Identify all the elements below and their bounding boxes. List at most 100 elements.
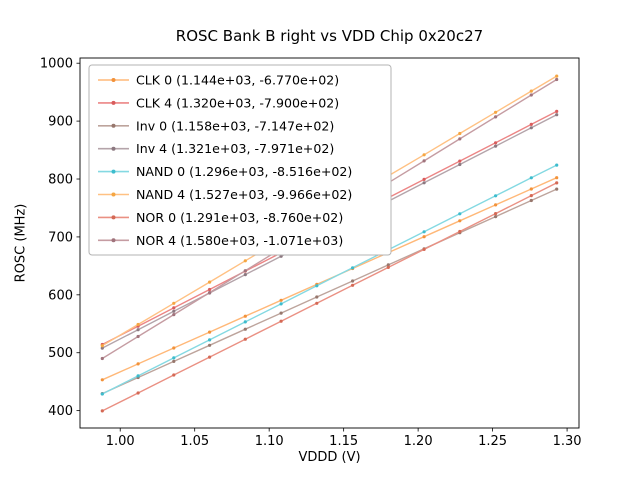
data-point xyxy=(494,110,498,114)
legend-entry-label: NAND 4 (1.527e+03, -9.966e+02) xyxy=(136,187,352,202)
legend-marker-sample xyxy=(111,123,116,128)
data-point xyxy=(172,356,176,360)
legend-entry: NAND 4 (1.527e+03, -9.966e+02) xyxy=(98,187,352,202)
data-point xyxy=(529,187,533,191)
legend-marker-sample xyxy=(111,146,116,151)
data-point xyxy=(279,302,283,306)
legend-entry: NOR 0 (1.291e+03, -8.760e+02) xyxy=(98,210,343,225)
data-point xyxy=(315,301,319,305)
data-point xyxy=(555,187,559,191)
data-point xyxy=(494,144,498,148)
data-point xyxy=(208,338,212,342)
y-tick-label: 500 xyxy=(48,346,73,361)
data-point xyxy=(458,131,462,136)
y-tick-label: 400 xyxy=(48,404,73,419)
x-tick-label: 1.15 xyxy=(329,434,358,449)
data-point xyxy=(351,283,355,287)
legend-marker-sample xyxy=(111,169,116,174)
data-point xyxy=(172,309,176,313)
data-point xyxy=(422,159,426,163)
y-tick-label: 900 xyxy=(48,115,73,130)
data-point xyxy=(243,314,247,318)
data-point xyxy=(386,263,390,267)
data-point xyxy=(100,346,104,350)
legend: CLK 0 (1.144e+03, -6.770e+02) CLK 4 (1.32… xyxy=(88,64,392,256)
data-point xyxy=(555,77,559,82)
x-tick-label: 1.20 xyxy=(404,434,433,449)
data-point xyxy=(458,162,462,167)
legend-entry-label: NOR 0 (1.291e+03, -8.760e+02) xyxy=(136,210,343,225)
legend-entry-label: NOR 4 (1.580e+03, -1.071e+03) xyxy=(136,233,343,248)
legend-entry-label: Inv 4 (1.321e+03, -7.971e+02) xyxy=(136,141,334,156)
data-point xyxy=(555,181,559,185)
data-point xyxy=(136,362,140,366)
data-point xyxy=(315,295,319,299)
data-point xyxy=(529,198,533,203)
legend-entry-label: Inv 0 (1.158e+03, -7.147e+02) xyxy=(136,118,334,133)
x-tick-label: 1.30 xyxy=(553,434,582,449)
data-point xyxy=(243,269,247,273)
legend-entry: CLK 4 (1.320e+03, -7.900e+02) xyxy=(98,95,339,110)
data-point xyxy=(172,346,176,350)
legend-entry: CLK 0 (1.144e+03, -6.770e+02) xyxy=(98,73,339,88)
data-point xyxy=(100,344,104,348)
legend-entry: Inv 4 (1.321e+03, -7.971e+02) xyxy=(98,141,334,156)
data-point xyxy=(494,141,498,145)
data-point xyxy=(555,163,559,167)
data-point xyxy=(243,327,247,331)
data-point xyxy=(208,355,212,359)
data-point xyxy=(136,322,140,327)
data-point xyxy=(100,378,104,382)
x-tick-label: 1.25 xyxy=(478,434,507,449)
data-point xyxy=(458,229,462,234)
data-point xyxy=(279,319,283,323)
data-point xyxy=(243,320,247,324)
data-point xyxy=(422,230,426,234)
data-point xyxy=(243,273,247,277)
data-point xyxy=(529,126,533,130)
data-point xyxy=(172,359,176,363)
data-point xyxy=(494,203,498,207)
series-line-nor-0 xyxy=(101,182,558,412)
data-point xyxy=(100,409,104,413)
data-point xyxy=(279,311,283,315)
data-point xyxy=(279,298,283,302)
y-tick-label: 700 xyxy=(48,230,73,245)
legend-entry-label: CLK 0 (1.144e+03, -6.770e+02) xyxy=(136,73,339,88)
y-axis-label: ROSC (MHz) xyxy=(13,203,29,283)
legend-marker-sample xyxy=(111,78,116,82)
data-point xyxy=(529,89,533,93)
data-point xyxy=(555,109,559,113)
data-point xyxy=(208,287,212,292)
data-point xyxy=(136,391,140,395)
data-point xyxy=(208,343,212,347)
data-point xyxy=(529,122,533,126)
data-point xyxy=(136,328,140,332)
axes-frame xyxy=(79,57,580,429)
x-tick-label: 1.10 xyxy=(255,434,284,449)
data-point xyxy=(100,392,104,396)
data-point xyxy=(458,159,462,163)
legend-entry-label: NAND 0 (1.296e+03, -8.516e+02) xyxy=(136,164,352,179)
legend-box xyxy=(88,64,392,256)
data-point xyxy=(422,235,426,239)
data-point xyxy=(529,176,533,180)
legend-entry: Inv 0 (1.158e+03, -7.147e+02) xyxy=(98,118,334,133)
data-point xyxy=(494,212,498,216)
data-point xyxy=(172,306,176,310)
series-line-inv-0 xyxy=(101,188,558,395)
data-point xyxy=(100,356,104,361)
data-point xyxy=(208,291,212,295)
data-point xyxy=(243,259,247,263)
data-point xyxy=(422,153,426,157)
data-point xyxy=(555,113,559,117)
data-point xyxy=(458,137,462,141)
data-point xyxy=(422,177,426,181)
data-point xyxy=(422,181,426,185)
y-tick-label: 800 xyxy=(48,173,73,188)
legend-entry: NAND 0 (1.296e+03, -8.516e+02) xyxy=(98,164,352,179)
data-point xyxy=(494,215,498,219)
x-tick-label: 1.05 xyxy=(180,434,209,449)
